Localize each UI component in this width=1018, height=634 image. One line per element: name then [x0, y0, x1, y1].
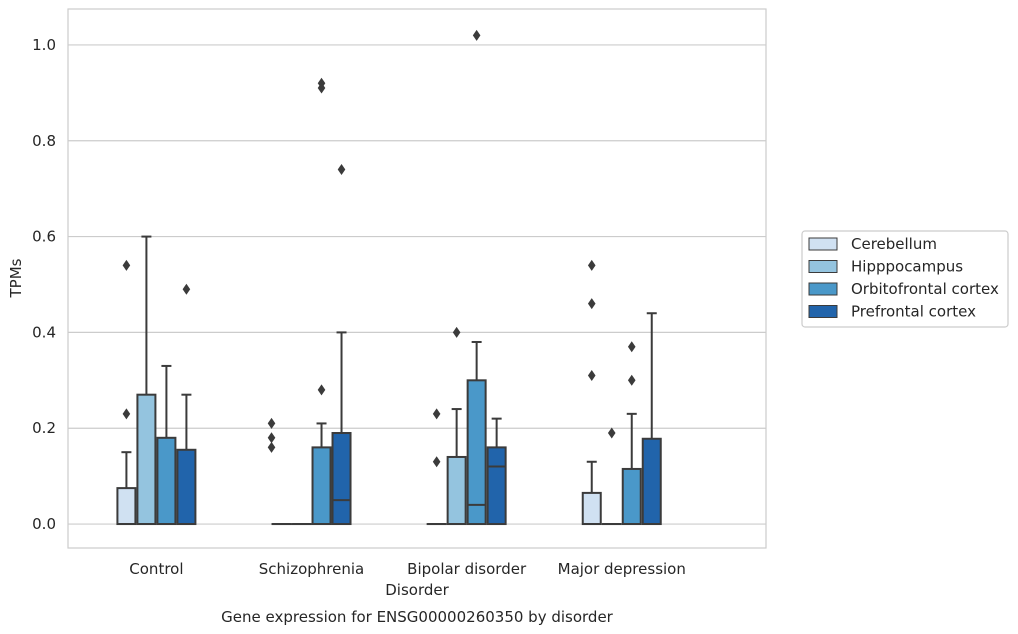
box-prefrontal-cortex	[176, 283, 197, 526]
box	[156, 436, 177, 526]
legend-label: Orbitofrontal cortex	[851, 280, 999, 298]
y-tick-label: 0.2	[32, 419, 56, 437]
extra-outliers	[432, 408, 441, 468]
outlier-point	[267, 432, 276, 444]
legend-box	[801, 230, 1009, 328]
x-tick-label: Control	[129, 560, 183, 578]
x-tick-label: Bipolar disorder	[407, 560, 527, 578]
legend-swatch	[808, 260, 838, 273]
x-axis-ticks: Control Schizophrenia Bipolar disorder Majo…	[129, 560, 686, 578]
legend-swatch	[808, 237, 838, 251]
box	[466, 379, 487, 526]
outlier-point	[317, 384, 326, 396]
y-tick-label: 0.4	[32, 323, 56, 341]
box-orbitofrontal-cortex	[156, 364, 177, 526]
box-cerebellum	[116, 259, 137, 526]
plot-area	[67, 8, 767, 549]
y-tick-label: 0.8	[32, 132, 56, 150]
box	[446, 455, 467, 526]
y-tick-label: 1.0	[32, 36, 56, 54]
box-prefrontal-cortex	[641, 312, 662, 526]
box	[331, 432, 352, 526]
y-axis-label: TPMs	[7, 258, 25, 298]
x-tick-label: Schizophrenia	[259, 560, 364, 578]
box-orbitofrontal-cortex	[466, 29, 487, 526]
outlier-point	[122, 408, 131, 420]
chart-caption: Gene expression for ENSG00000260350 by d…	[221, 608, 614, 626]
outlier-point	[627, 374, 636, 386]
outlier-point	[432, 456, 441, 468]
legend-swatch	[808, 282, 838, 296]
outlier-point	[587, 370, 596, 382]
x-tick-label: Major depression	[558, 560, 686, 578]
legend-swatch	[808, 305, 838, 318]
outlier-point	[587, 298, 596, 310]
legend-label: Hipppocampus	[851, 258, 963, 276]
box-orbitofrontal-cortex	[311, 77, 332, 526]
box-orbitofrontal-cortex	[621, 341, 642, 526]
outlier-point	[472, 29, 481, 41]
legend-label: Prefrontal cortex	[851, 303, 976, 321]
box	[641, 437, 662, 526]
legend-label: Cerebellum	[851, 235, 937, 253]
outlier-point	[182, 283, 191, 295]
outlier-point	[587, 259, 596, 271]
outlier-point	[337, 164, 346, 176]
box	[581, 491, 602, 526]
outlier-point	[627, 341, 636, 353]
box	[136, 393, 157, 526]
box-hipppocampus	[601, 427, 622, 526]
y-tick-label: 0.6	[32, 228, 56, 246]
outlier-point	[607, 427, 616, 439]
outlier-point	[452, 326, 461, 338]
box-prefrontal-cortex	[486, 417, 507, 526]
x-axis-label: Disorder	[385, 581, 449, 599]
legend: Cerebellum Hipppocampus Orbitofrontal cort…	[801, 230, 1009, 328]
outlier-point	[122, 259, 131, 271]
outlier-point	[267, 441, 276, 453]
box-cerebellum	[581, 259, 602, 526]
y-axis-ticks: 0.0 0.2 0.4 0.6 0.8 1.0	[32, 36, 56, 533]
box-prefrontal-cortex	[331, 164, 352, 526]
box-hipppocampus	[136, 235, 157, 526]
outlier-point	[432, 408, 441, 420]
outlier-point	[317, 77, 326, 89]
box	[116, 487, 137, 526]
box	[311, 446, 332, 526]
box-series	[116, 29, 662, 526]
box-hipppocampus	[446, 326, 467, 526]
extra-outliers	[267, 417, 276, 453]
box	[486, 446, 507, 526]
box	[176, 448, 197, 526]
y-tick-label: 0.0	[32, 515, 56, 533]
outlier-point	[267, 417, 276, 429]
box	[621, 467, 642, 526]
